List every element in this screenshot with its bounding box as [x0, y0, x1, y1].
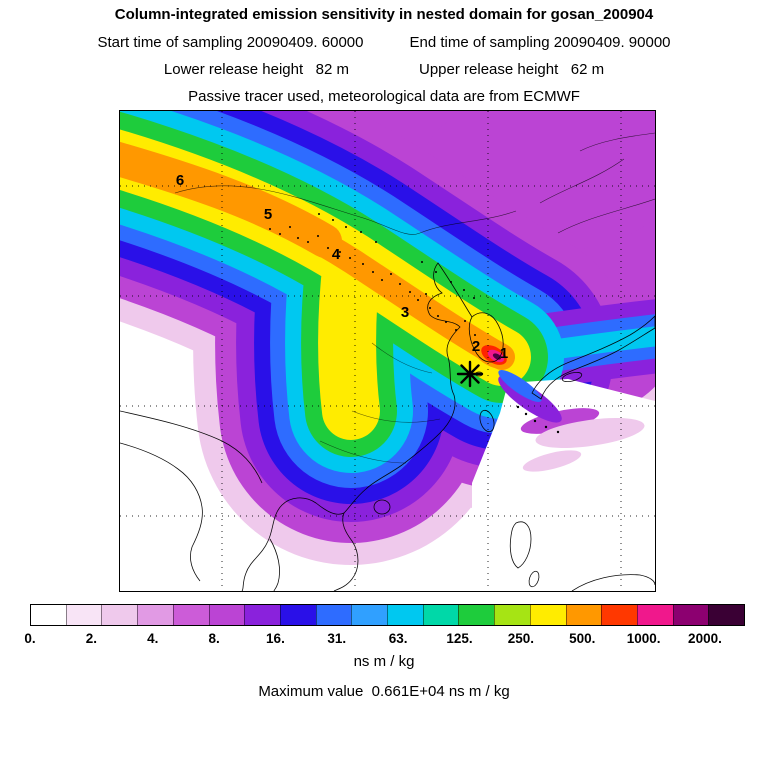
coastlines	[120, 132, 655, 591]
grid-lines	[120, 111, 655, 591]
luzon-island	[509, 521, 532, 569]
page-title: Column-integrated emission sensitivity i…	[114, 6, 654, 23]
se-streak-blue	[498, 370, 542, 402]
colorbar-segment	[172, 605, 209, 625]
colorbar-segment	[65, 605, 102, 625]
colorbar-segment	[636, 605, 673, 625]
primorye-coast	[557, 198, 655, 234]
colorbar-tick-label: 2.	[85, 631, 97, 646]
colorbar-segment	[672, 605, 709, 625]
vietnam-coast	[333, 512, 359, 591]
colorbar-tick-label: 31.	[327, 631, 347, 646]
lower-release-text: Lower release height 82 m	[163, 61, 349, 78]
colorbar-segment	[101, 605, 138, 625]
colorbar-segment	[244, 605, 280, 625]
china-coast	[241, 262, 473, 591]
colorbar-segment	[708, 605, 745, 625]
shikoku-island	[561, 371, 583, 383]
colorbar-tick-label: 1000.	[626, 631, 661, 646]
colorbar-segment	[494, 605, 530, 625]
colorbar-tick-label: 63.	[388, 631, 408, 646]
colorbar-units: ns m / kg	[353, 653, 415, 670]
sampling-end-text: End time of sampling 20090409. 90000	[409, 34, 671, 51]
plume-day-label: 1	[500, 345, 508, 362]
release-height-line: Lower release height 82 m Upper release …	[0, 61, 768, 78]
sampling-time-line: Start time of sampling 20090409. 60000 E…	[0, 34, 768, 51]
colorbar-segment	[601, 605, 637, 625]
borneo-coast	[571, 574, 655, 591]
source-star-icon	[456, 360, 484, 388]
colorbar-ticks: 0. 2. 4. 8. 16. 31. 63. 125. 250. 500. 1000. 2000.	[24, 631, 745, 649]
sampling-start-text: Start time of sampling 20090409. 60000	[97, 34, 364, 51]
south-china-river	[319, 440, 407, 464]
colorbar-tick-label: 2000.	[688, 631, 722, 646]
colorbar-segment	[137, 605, 173, 625]
colorbar-tick-label: 8.	[208, 631, 220, 646]
contour-band-orange	[120, 146, 515, 370]
colorbar-tick-label: 125.	[446, 631, 473, 646]
plume-day-label: 2	[472, 338, 480, 355]
korea-coast	[468, 312, 504, 363]
philippine-island	[528, 570, 540, 588]
plume-contours	[120, 111, 655, 565]
colorbar-segment	[422, 605, 459, 625]
plume-day-label: 6	[176, 172, 184, 189]
colorbar-tick-label: 250.	[507, 631, 535, 646]
hainan-island	[373, 499, 391, 515]
colorbar-tick-label: 16.	[266, 631, 285, 646]
colorbar-segment	[565, 605, 602, 625]
plume-day-label: 4	[332, 246, 341, 263]
colorbar	[30, 604, 745, 626]
max-value-line: Maximum value 0.661E+04 ns m / kg	[258, 683, 510, 700]
bay-coast	[120, 442, 203, 582]
plume-day-labels: 6 5 4 3 2 1	[176, 172, 508, 362]
colorbar-segment	[279, 605, 316, 625]
map-panel: 6 5 4 3 2 1	[119, 110, 656, 592]
japan-coast	[531, 315, 655, 400]
colorbar-segment	[315, 605, 352, 625]
colorbar-segment	[31, 605, 66, 625]
colorbar-segment	[208, 605, 245, 625]
mongolia-border	[174, 185, 517, 235]
yellow-river	[371, 342, 433, 374]
se-fringe-palepink	[535, 418, 645, 448]
colorbar-segment	[458, 605, 495, 625]
plume-day-label: 3	[401, 304, 409, 321]
plume-day-label: 5	[264, 206, 272, 223]
upper-release-text: Upper release height 62 m	[419, 61, 605, 78]
malay-peninsula	[269, 538, 280, 591]
se-fringe-palepink	[522, 450, 582, 472]
russia-coast	[539, 158, 625, 204]
source-hotspot	[472, 338, 645, 472]
taiwan-island	[479, 409, 495, 433]
tracer-line: Passive tracer used, meteorological data…	[188, 88, 580, 105]
amur-border	[579, 132, 655, 152]
map-svg: 6 5 4 3 2 1	[120, 111, 655, 591]
colorbar-tick-label: 4.	[147, 631, 159, 646]
colorbar-segment	[351, 605, 388, 625]
ryukyu-islands	[516, 405, 560, 434]
colorbar-tick-label: 500.	[569, 631, 596, 646]
colorbar-tick-label: 0.	[24, 631, 36, 646]
colorbar-segment	[387, 605, 423, 625]
map-specks	[269, 213, 476, 336]
colorbar-segment	[529, 605, 566, 625]
colorbar-segments	[31, 605, 745, 625]
yangtze-river	[351, 410, 441, 423]
west-coast	[120, 410, 263, 484]
